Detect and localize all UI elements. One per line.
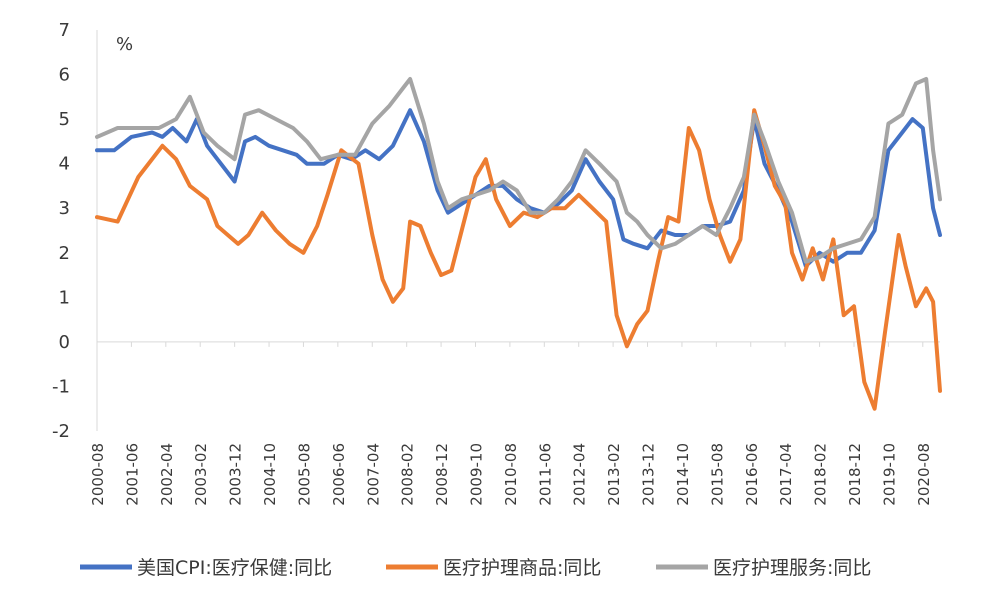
x-tick-label: 2006-06 xyxy=(330,443,348,506)
x-tick-label: 2011-06 xyxy=(536,443,554,506)
x-tick-label: 2017-04 xyxy=(777,443,795,506)
x-tick-label: 2012-04 xyxy=(571,443,589,506)
x-tick-label: 2007-04 xyxy=(364,443,382,506)
y-tick-label: 6 xyxy=(59,65,70,86)
y-tick-label: 5 xyxy=(59,109,70,130)
x-tick-label: 2003-02 xyxy=(192,443,210,506)
x-tick-label: 2004-10 xyxy=(261,443,279,506)
x-tick-label: 2003-12 xyxy=(227,443,245,506)
series-line-3 xyxy=(95,77,942,264)
series-line-1 xyxy=(95,108,942,269)
y-tick-label: 0 xyxy=(59,332,70,353)
y-tick-label: 1 xyxy=(59,287,70,308)
legend: 美国CPI:医疗保健:同比 医疗护理商品:同比 医疗护理服务:同比 xyxy=(80,557,871,579)
x-tick-label: 2000-08 xyxy=(89,443,107,506)
x-tick-label: 2001-06 xyxy=(123,443,141,506)
series-line-2 xyxy=(95,108,942,411)
series-lines xyxy=(95,77,942,411)
x-tick-label: 2013-12 xyxy=(640,443,658,506)
x-tick-label: 2020-08 xyxy=(915,443,933,506)
x-tick-label: 2014-10 xyxy=(674,443,692,506)
y-tick-labels: 7 6 5 4 3 2 1 0 -1 -2 xyxy=(52,20,70,442)
x-tick-label: 2008-02 xyxy=(399,443,417,506)
x-tick-label: 2018-02 xyxy=(812,443,830,506)
legend-label: 美国CPI:医疗保健:同比 xyxy=(137,557,332,579)
x-tick-label: 2005-08 xyxy=(295,443,313,506)
y-tick-label: 2 xyxy=(59,243,70,264)
y-tick-label: 4 xyxy=(59,154,70,175)
x-tick-label: 2018-12 xyxy=(846,443,864,506)
y-unit-label: % xyxy=(116,34,133,55)
x-tick-label: 2008-12 xyxy=(433,443,451,506)
y-tick-label: 7 xyxy=(59,20,70,41)
y-tick-label: -2 xyxy=(52,421,70,442)
x-tick-label: 2016-06 xyxy=(743,443,761,506)
x-tick-label: 2010-08 xyxy=(502,443,520,506)
x-tick-labels: 2000-08 2001-06 2002-04 2003-02 2003-12 2004-… xyxy=(89,341,933,506)
x-tick-label: 2015-08 xyxy=(708,443,726,506)
legend-label: 医疗护理商品:同比 xyxy=(443,557,601,579)
y-tick-label: 3 xyxy=(59,198,70,219)
x-tick-label: 2019-10 xyxy=(880,443,898,506)
x-tick-label: 2009-10 xyxy=(467,443,485,506)
x-tick-label: 2002-04 xyxy=(158,443,176,506)
x-tick-label: 2013-02 xyxy=(605,443,623,506)
y-tick-label: -1 xyxy=(52,376,70,397)
legend-label: 医疗护理服务:同比 xyxy=(713,557,871,579)
